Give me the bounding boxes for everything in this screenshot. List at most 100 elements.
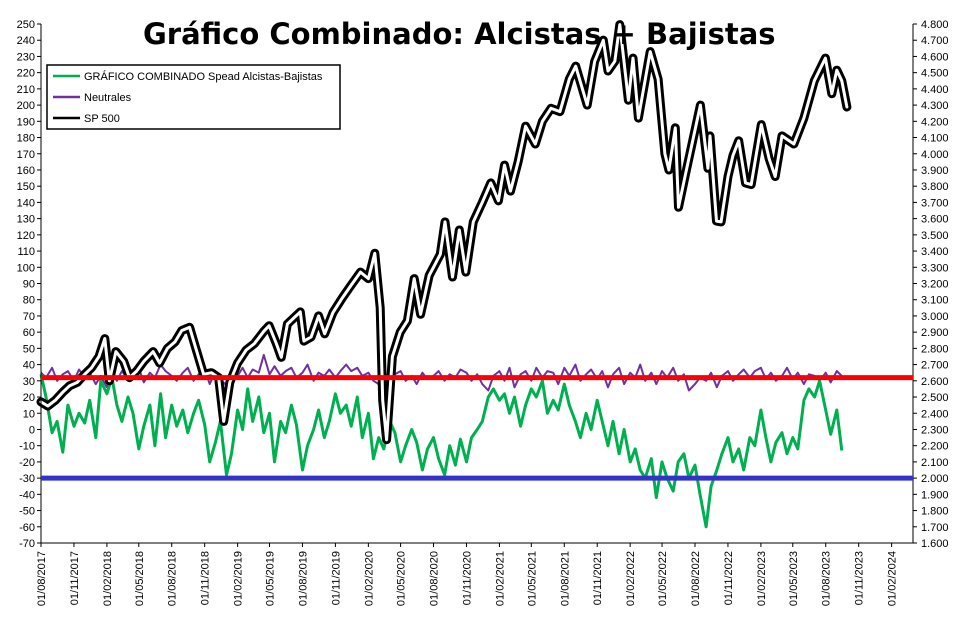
x-tick-label: 01/05/2020 — [396, 551, 408, 606]
x-tick-label: 01/05/2018 — [134, 551, 146, 606]
right-tick-label: 4.800 — [921, 19, 949, 31]
left-tick-label: 50 — [23, 343, 35, 355]
left-tick-label: 250 — [17, 19, 35, 31]
left-tick-label: 180 — [17, 133, 35, 145]
left-tick-label: 90 — [23, 279, 35, 291]
x-tick-label: 01/08/2021 — [559, 551, 571, 606]
x-tick-label: 01/02/2022 — [625, 551, 637, 606]
x-tick-label: 01/02/2020 — [363, 551, 375, 606]
left-tick-label: 190 — [17, 116, 35, 128]
legend-label-neutrales: Neutrales — [84, 92, 132, 104]
right-tick-label: 2.900 — [921, 327, 949, 339]
left-tick-label: 220 — [17, 68, 35, 80]
left-tick-label: 210 — [17, 84, 35, 96]
x-tick-label: 01/08/2023 — [821, 551, 833, 606]
chart-title: Gráfico Combinado: Alcistas + Bajistas — [143, 17, 776, 51]
right-tick-label: 2.800 — [921, 343, 949, 355]
x-tick-label: 01/05/2021 — [526, 551, 538, 606]
left-tick-label: -40 — [19, 489, 35, 501]
right-tick-label: 3.900 — [921, 165, 949, 177]
left-tick-label: -10 — [19, 441, 35, 453]
left-tick-label: 80 — [23, 295, 35, 307]
left-tick-label: 70 — [23, 311, 35, 323]
x-tick-label: 01/11/2019 — [330, 551, 342, 605]
right-tick-label: 3.700 — [921, 197, 949, 209]
left-tick-label: 200 — [17, 100, 35, 112]
right-tick-label: 3.100 — [921, 295, 949, 307]
x-tick-label: 01/11/2020 — [461, 551, 473, 605]
left-tick-label: 60 — [23, 327, 35, 339]
left-tick-label: 160 — [17, 165, 35, 177]
left-tick-label: -70 — [19, 538, 35, 550]
left-tick-label: -50 — [19, 506, 35, 518]
x-tick-label: 01/11/2021 — [592, 551, 604, 605]
right-tick-label: 4.600 — [921, 51, 949, 63]
x-tick-label: 01/05/2022 — [657, 551, 669, 606]
right-tick-label: 4.700 — [921, 35, 949, 47]
series-line-sp500 — [39, 23, 849, 442]
right-tick-label: 4.200 — [921, 116, 949, 128]
x-tick-label: 01/02/2023 — [756, 551, 768, 606]
x-tick-label: 01/08/2022 — [690, 551, 702, 606]
right-tick-label: 3.200 — [921, 279, 949, 291]
right-tick-label: 4.300 — [921, 100, 949, 112]
x-tick-label: 01/05/2019 — [265, 551, 277, 606]
left-axis-ticks: 250 240 230 220 210 200 190 180 170 160 150 140 130 1… — [17, 19, 41, 550]
right-tick-label: 2.200 — [921, 441, 949, 453]
reference-lines — [41, 375, 913, 481]
left-tick-label: 110 — [17, 246, 35, 258]
x-tick-label: 01/08/2017 — [36, 551, 48, 606]
left-tick-label: 40 — [23, 360, 35, 372]
left-tick-label: 230 — [17, 51, 35, 63]
right-tick-label: 2.700 — [921, 360, 949, 372]
right-tick-label: 1.600 — [921, 538, 949, 550]
left-tick-label: 170 — [17, 149, 35, 161]
left-tick-label: -20 — [19, 457, 35, 469]
right-tick-label: 2.500 — [921, 392, 949, 404]
x-tick-label: 01/11/2023 — [854, 551, 866, 605]
right-tick-label: 1.800 — [921, 506, 949, 518]
x-tick-label: 01/08/2020 — [429, 551, 441, 606]
left-tick-label: 140 — [17, 197, 35, 209]
x-tick-label: 01/02/2024 — [887, 551, 899, 606]
x-tick-label: 01/02/2021 — [494, 551, 506, 606]
left-tick-label: 150 — [17, 181, 35, 193]
x-tick-label: 01/02/2018 — [102, 551, 114, 606]
right-tick-label: 2.400 — [921, 408, 949, 420]
right-tick-label: 3.800 — [921, 181, 949, 193]
left-tick-label: -30 — [19, 473, 35, 485]
left-tick-label: 100 — [17, 262, 35, 274]
right-tick-label: 4.500 — [921, 68, 949, 80]
right-tick-label: 2.100 — [921, 457, 949, 469]
left-tick-label: 30 — [23, 376, 35, 388]
left-tick-label: 10 — [23, 408, 35, 420]
right-tick-label: 3.400 — [921, 246, 949, 258]
right-tick-label: 1.700 — [921, 522, 949, 534]
legend-label-spread: GRÁFICO COMBINADO Spead Alcistas-Bajista… — [84, 70, 323, 83]
x-tick-label: 01/08/2019 — [297, 551, 309, 606]
left-tick-label: 0 — [29, 424, 35, 436]
right-tick-label: 4.000 — [921, 149, 949, 161]
legend: GRÁFICO COMBINADO Spead Alcistas-Bajista… — [46, 64, 341, 130]
right-tick-label: 3.300 — [921, 262, 949, 274]
right-tick-label: 1.900 — [921, 489, 949, 501]
x-tick-label: 01/11/2018 — [200, 551, 212, 605]
left-tick-label: 240 — [17, 35, 35, 47]
left-tick-label: -60 — [19, 522, 35, 534]
legend-box — [46, 64, 341, 130]
right-tick-label: 4.400 — [921, 84, 949, 96]
right-tick-label: 4.100 — [921, 133, 949, 145]
right-tick-label: 2.300 — [921, 424, 949, 436]
x-tick-label: 01/11/2017 — [69, 551, 81, 605]
series-line-spread — [39, 373, 844, 529]
right-tick-label: 2.600 — [921, 376, 949, 388]
right-tick-label: 2.000 — [921, 473, 949, 485]
x-tick-label: 01/11/2022 — [723, 551, 735, 605]
right-tick-label: 3.600 — [921, 214, 949, 226]
legend-label-sp500: SP 500 — [84, 113, 120, 125]
x-tick-label: 01/08/2018 — [167, 551, 179, 606]
right-axis-ticks: 4.800 4.700 4.600 4.500 4.400 4.300 4.200 4.100… — [913, 19, 949, 550]
x-tick-label: 01/02/2019 — [233, 551, 245, 606]
left-tick-label: 130 — [17, 214, 35, 226]
